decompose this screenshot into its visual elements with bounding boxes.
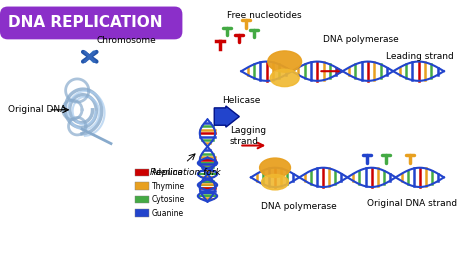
Ellipse shape [262,175,289,190]
FancyArrow shape [214,106,239,127]
Text: Guanine: Guanine [152,209,183,218]
Ellipse shape [268,51,301,72]
Text: Thymine: Thymine [152,182,185,191]
FancyBboxPatch shape [135,209,149,217]
Text: Cytosine: Cytosine [152,195,185,204]
Text: Original DNA: Original DNA [8,105,66,114]
Text: Leading strand: Leading strand [386,52,454,61]
Text: Replication fork: Replication fork [150,168,220,177]
Text: DNA REPLICATION: DNA REPLICATION [8,16,162,30]
Text: Helicase: Helicase [222,96,260,105]
FancyBboxPatch shape [135,169,149,176]
Text: Chromosome: Chromosome [97,36,156,45]
FancyBboxPatch shape [135,182,149,190]
Text: Lagging
strand: Lagging strand [230,126,266,146]
Text: Original DNA strand: Original DNA strand [367,199,457,208]
Ellipse shape [260,158,291,177]
FancyBboxPatch shape [135,196,149,204]
FancyBboxPatch shape [0,7,182,39]
Text: DNA polymerase: DNA polymerase [261,202,337,211]
Text: DNA polymerase: DNA polymerase [323,35,399,44]
Ellipse shape [270,69,299,87]
Text: Free nucleotides: Free nucleotides [227,11,301,20]
Text: Adenine: Adenine [152,168,183,177]
